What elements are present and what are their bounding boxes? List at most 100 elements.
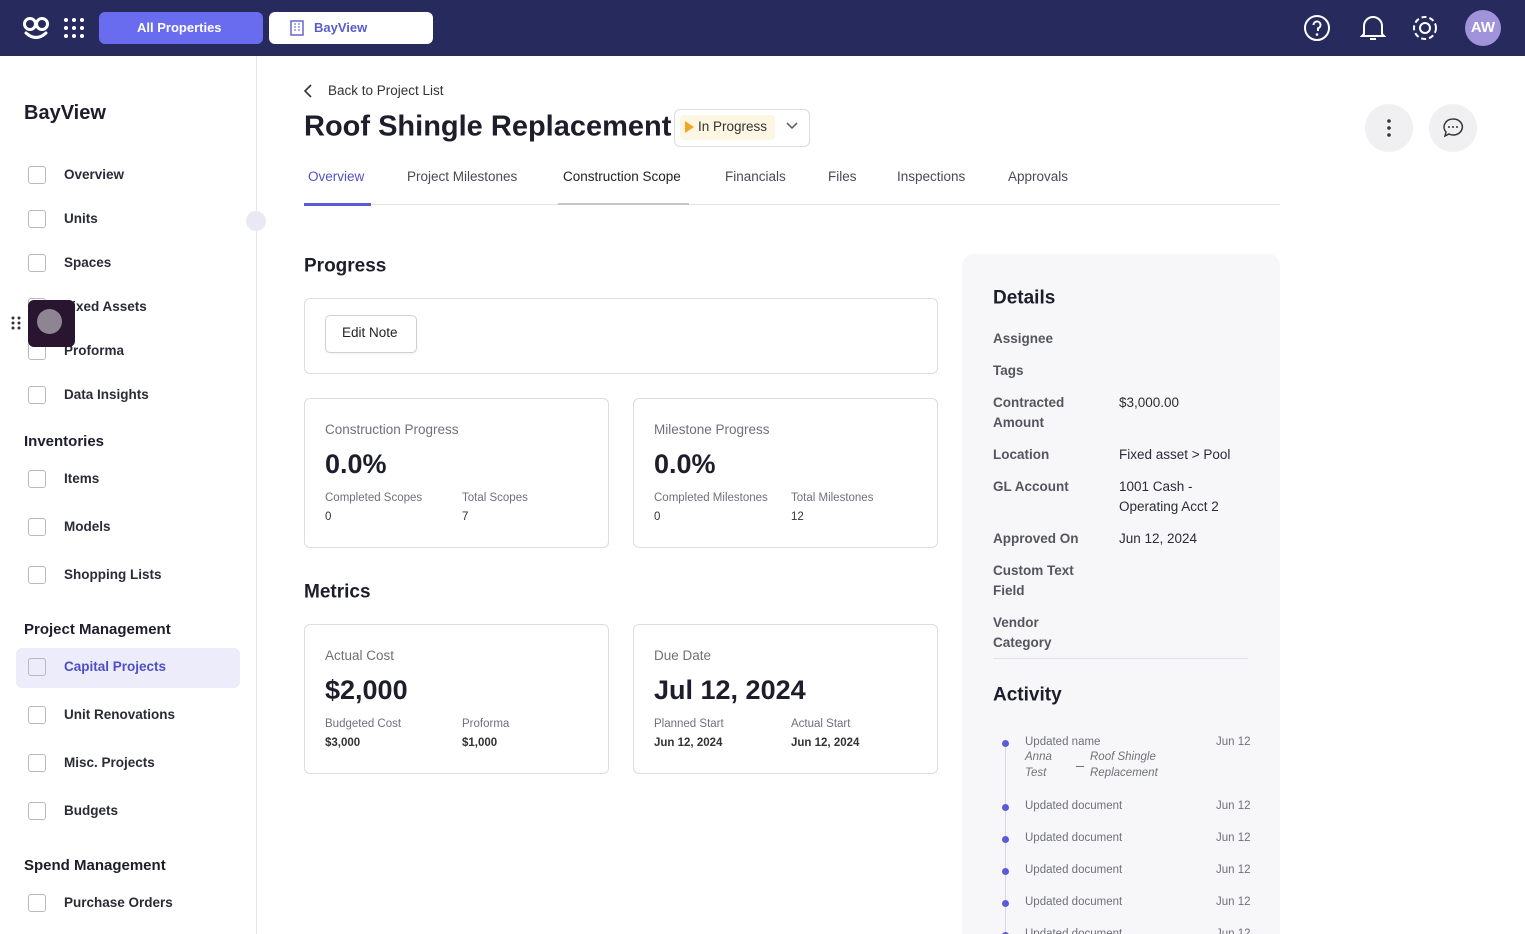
all-properties-label: All Properties [137, 20, 222, 36]
activity-from: Anna Test [1025, 751, 1052, 779]
nav-icon [28, 166, 46, 184]
edit-note-button[interactable] [325, 315, 417, 353]
status-pill [680, 115, 775, 140]
power-icon [37, 309, 62, 334]
nav-item[interactable]: Fixed Assets [64, 298, 147, 314]
status-dropdown[interactable] [674, 109, 810, 147]
sidebar [0, 56, 257, 934]
nav-section-title: Spend Management [24, 857, 166, 874]
comment-icon [1443, 118, 1464, 138]
nav-item[interactable]: Shopping Lists [64, 566, 162, 582]
card-value: 0.0% [325, 448, 387, 479]
detail-value: Fixed asset > Pool [1119, 447, 1231, 462]
nav-icon [28, 518, 46, 536]
settings-icon[interactable] [1410, 13, 1440, 43]
detail-value: Jun 12, 2024 [1119, 531, 1198, 546]
nav-icon [28, 210, 46, 228]
stat-value: 0 [325, 511, 332, 524]
stat-value: Jun 12, 2024 [654, 737, 723, 750]
detail-label: GL Account [993, 479, 1069, 494]
nav-section-title: Project Management [24, 621, 171, 638]
nav-item[interactable]: Purchase Orders [64, 894, 173, 910]
detail-label: Approved On [993, 531, 1079, 546]
back-arrow[interactable] [303, 84, 313, 98]
nav-item[interactable]: Data Insights [64, 386, 149, 402]
drag-handle[interactable] [10, 315, 22, 331]
collapse-button[interactable] [246, 211, 266, 231]
nav-icon [28, 566, 46, 584]
stat-label: Budgeted Cost [325, 718, 402, 731]
nav-item[interactable]: Proforma [64, 342, 125, 358]
chevron-down [786, 122, 798, 130]
nav-item[interactable]: Models [64, 518, 111, 534]
edit-note-label[interactable]: Edit Note [342, 324, 398, 340]
stat-label: Actual Start [791, 718, 851, 731]
logo [23, 17, 49, 39]
detail-value: 1001 Cash - Operating Acct 2 [1119, 479, 1219, 514]
detail-label: Vendor Category [993, 615, 1052, 650]
nav-icon [28, 254, 46, 272]
avatar[interactable] [1465, 10, 1501, 46]
stat-value: $1,000 [462, 737, 498, 750]
activity-date: Jun 12 [1216, 896, 1251, 909]
activity-dot [1002, 740, 1009, 747]
stat-value: 12 [791, 511, 804, 524]
activity-dot [1002, 804, 1009, 811]
tab[interactable]: Approvals [1008, 168, 1069, 184]
bell-icon[interactable] [1360, 13, 1386, 43]
nav-item[interactable]: Units [64, 210, 98, 226]
card-value: $2,000 [325, 674, 408, 705]
activity-date: Jun 12 [1216, 800, 1251, 813]
activity-dot [1002, 868, 1009, 875]
nav-item[interactable]: Unit Renovations [64, 706, 176, 722]
active-tab-underline [304, 203, 371, 206]
sidebar-title: BayView [24, 102, 106, 124]
activity-arrow [1076, 766, 1084, 767]
avatar-initials: AW [1470, 19, 1496, 36]
back-link[interactable]: Back to Project List [328, 82, 444, 98]
stat-value: 0 [654, 511, 661, 524]
section-title: Progress [304, 255, 387, 277]
stat-value: Jun 12, 2024 [791, 737, 860, 750]
help-icon[interactable] [1303, 14, 1331, 42]
stat-card [304, 624, 609, 774]
activity-date: Jun 12 [1216, 864, 1251, 877]
nav-item[interactable]: Overview [64, 166, 125, 182]
stat-card [633, 624, 938, 774]
tab[interactable]: Overview [308, 168, 365, 184]
activity-date: Jun 12 [1216, 832, 1251, 845]
tab[interactable]: Project Milestones [407, 168, 518, 184]
card-label: Due Date [654, 647, 712, 663]
nav-item[interactable]: Budgets [64, 802, 118, 818]
nav-icon [28, 658, 46, 676]
nav-item[interactable]: Misc. Projects [64, 754, 155, 770]
activity-to: Roof Shingle Replacement [1090, 751, 1158, 779]
card-label: Actual Cost [325, 647, 395, 663]
nav-icon [28, 802, 46, 820]
property-label: BayView [314, 20, 368, 36]
tab[interactable]: Files [828, 168, 857, 184]
stat-card [633, 398, 938, 548]
nav-icon [28, 386, 46, 404]
all-properties-button[interactable] [99, 12, 263, 44]
hover-tab-underline [558, 203, 689, 205]
property-button[interactable] [269, 12, 433, 44]
nav-item[interactable]: Items [64, 470, 100, 486]
nav-icon [28, 754, 46, 772]
nav-item[interactable]: Spaces [64, 254, 112, 270]
tab[interactable]: Construction Scope [563, 168, 681, 184]
stat-value: $3,000 [325, 737, 361, 750]
detail-label: Assignee [993, 331, 1054, 346]
active-nav-highlight [16, 648, 240, 688]
activity-date: Jun 12 [1216, 928, 1251, 934]
tab[interactable]: Inspections [897, 168, 966, 184]
stat-card [304, 398, 609, 548]
tab[interactable]: Financials [725, 168, 786, 184]
apps-icon[interactable] [63, 17, 85, 39]
details-title: Details [993, 287, 1056, 309]
card-value: Jul 12, 2024 [654, 674, 806, 705]
more-icon [1387, 119, 1391, 137]
nav-item[interactable]: Capital Projects [64, 658, 167, 674]
nav-section-title: Inventories [24, 433, 105, 450]
